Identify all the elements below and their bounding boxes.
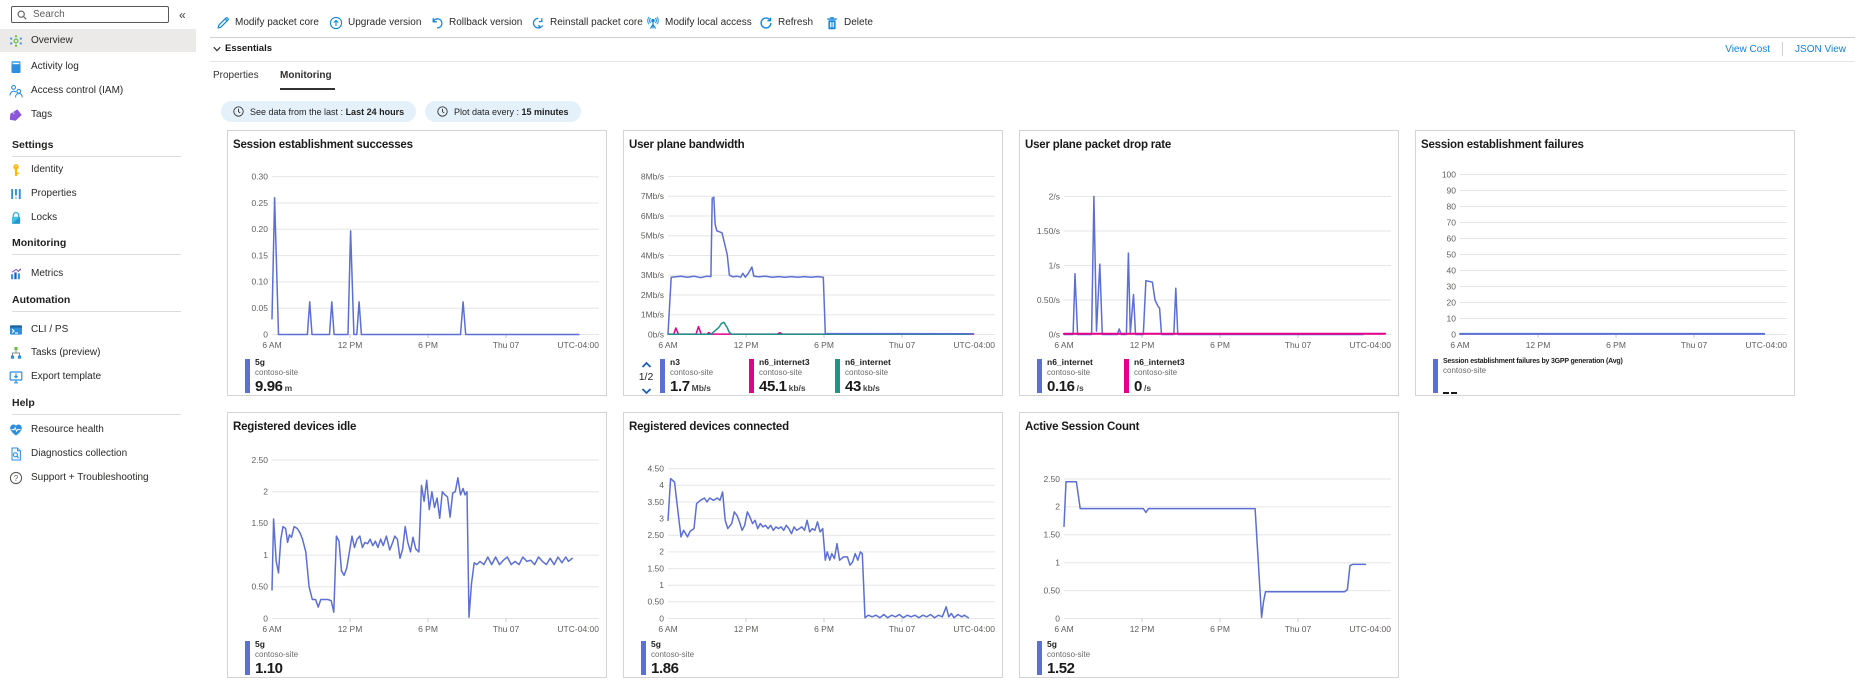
svg-text:2: 2 — [263, 487, 268, 497]
svg-text:3Mb/s: 3Mb/s — [641, 270, 664, 280]
svg-text:6 PM: 6 PM — [1210, 340, 1230, 350]
svg-text:0: 0 — [1451, 329, 1456, 339]
svg-text:0: 0 — [1055, 613, 1060, 623]
svg-text:3: 3 — [659, 513, 664, 523]
svg-text:60: 60 — [1447, 233, 1457, 243]
svg-text:0.50: 0.50 — [647, 597, 664, 607]
svg-text:6 AM: 6 AM — [658, 340, 677, 350]
svg-text:1Mb/s: 1Mb/s — [641, 310, 664, 320]
svg-text:Thu 07: Thu 07 — [493, 624, 520, 634]
svg-text:5Mb/s: 5Mb/s — [641, 231, 664, 241]
svg-text:1: 1 — [659, 580, 664, 590]
svg-text:1.50: 1.50 — [647, 563, 664, 573]
svg-text:1.50: 1.50 — [251, 518, 268, 528]
svg-text:100: 100 — [1442, 169, 1456, 179]
svg-text:0: 0 — [263, 329, 268, 339]
svg-text:UTC-04:00: UTC-04:00 — [1745, 340, 1787, 350]
svg-text:6Mb/s: 6Mb/s — [641, 211, 664, 221]
svg-text:0.50: 0.50 — [251, 582, 268, 592]
svg-text:40: 40 — [1447, 265, 1457, 275]
svg-text:20: 20 — [1447, 297, 1457, 307]
svg-text:Thu 07: Thu 07 — [889, 340, 916, 350]
svg-text:1: 1 — [263, 550, 268, 560]
svg-text:4Mb/s: 4Mb/s — [641, 250, 664, 260]
svg-text:2Mb/s: 2Mb/s — [641, 290, 664, 300]
svg-text:0/s: 0/s — [1049, 329, 1060, 339]
svg-text:80: 80 — [1447, 201, 1457, 211]
svg-text:50: 50 — [1447, 249, 1457, 259]
svg-text:2.50: 2.50 — [1043, 474, 1060, 484]
svg-text:Thu 07: Thu 07 — [493, 340, 520, 350]
svg-text:90: 90 — [1447, 185, 1457, 195]
svg-text:UTC-04:00: UTC-04:00 — [953, 624, 995, 634]
svg-text:1/s: 1/s — [1049, 260, 1060, 270]
svg-text:0.50: 0.50 — [1043, 585, 1060, 595]
svg-text:UTC-04:00: UTC-04:00 — [1349, 624, 1391, 634]
svg-text:2.50: 2.50 — [647, 530, 664, 540]
svg-text:UTC-04:00: UTC-04:00 — [953, 340, 995, 350]
svg-text:1.50/s: 1.50/s — [1037, 226, 1060, 236]
svg-text:6 PM: 6 PM — [418, 340, 438, 350]
svg-text:10: 10 — [1447, 313, 1457, 323]
svg-text:12 PM: 12 PM — [1526, 340, 1551, 350]
svg-text:Thu 07: Thu 07 — [889, 624, 916, 634]
svg-text:Thu 07: Thu 07 — [1285, 340, 1312, 350]
svg-text:Thu 07: Thu 07 — [1285, 624, 1312, 634]
svg-text:2: 2 — [1055, 502, 1060, 512]
svg-text:0.05: 0.05 — [251, 303, 268, 313]
svg-text:0.20: 0.20 — [251, 224, 268, 234]
svg-text:0b/s: 0b/s — [648, 329, 664, 339]
svg-text:6 PM: 6 PM — [1210, 624, 1230, 634]
svg-text:4: 4 — [659, 480, 664, 490]
svg-text:?: ? — [14, 474, 19, 483]
svg-text:0.30: 0.30 — [251, 172, 268, 182]
svg-text:UTC-04:00: UTC-04:00 — [1349, 340, 1391, 350]
svg-text:3.50: 3.50 — [647, 497, 664, 507]
svg-text:8Mb/s: 8Mb/s — [641, 171, 664, 181]
svg-text:6 AM: 6 AM — [658, 624, 677, 634]
svg-text:6 PM: 6 PM — [1606, 340, 1626, 350]
svg-text:1.50: 1.50 — [1043, 530, 1060, 540]
svg-text:0.15: 0.15 — [251, 250, 268, 260]
svg-text:2: 2 — [659, 547, 664, 557]
svg-text:UTC-04:00: UTC-04:00 — [557, 624, 599, 634]
svg-text:12 PM: 12 PM — [338, 624, 363, 634]
svg-text:0: 0 — [659, 613, 664, 623]
svg-text:6 PM: 6 PM — [814, 340, 834, 350]
svg-text:7Mb/s: 7Mb/s — [641, 191, 664, 201]
svg-text:0.25: 0.25 — [251, 198, 268, 208]
svg-text:6 AM: 6 AM — [262, 624, 281, 634]
svg-text:2.50: 2.50 — [251, 455, 268, 465]
svg-text:0.10: 0.10 — [251, 277, 268, 287]
svg-text:6 AM: 6 AM — [262, 340, 281, 350]
svg-text:4.50: 4.50 — [647, 464, 664, 474]
svg-text:12 PM: 12 PM — [734, 624, 759, 634]
svg-text:6 AM: 6 AM — [1450, 340, 1469, 350]
svg-text:30: 30 — [1447, 281, 1457, 291]
svg-text:6 PM: 6 PM — [814, 624, 834, 634]
svg-text:70: 70 — [1447, 217, 1457, 227]
svg-text:12 PM: 12 PM — [338, 340, 363, 350]
svg-text:6 AM: 6 AM — [1054, 624, 1073, 634]
svg-text:12 PM: 12 PM — [1130, 340, 1155, 350]
svg-text:0.50/s: 0.50/s — [1037, 295, 1060, 305]
svg-text:2/s: 2/s — [1049, 191, 1060, 201]
svg-text:Thu 07: Thu 07 — [1681, 340, 1708, 350]
svg-text:0: 0 — [263, 613, 268, 623]
svg-text:UTC-04:00: UTC-04:00 — [557, 340, 599, 350]
svg-text:12 PM: 12 PM — [734, 340, 759, 350]
svg-text:1: 1 — [1055, 558, 1060, 568]
svg-text:6 AM: 6 AM — [1054, 340, 1073, 350]
svg-text:6 PM: 6 PM — [418, 624, 438, 634]
svg-text:12 PM: 12 PM — [1130, 624, 1155, 634]
